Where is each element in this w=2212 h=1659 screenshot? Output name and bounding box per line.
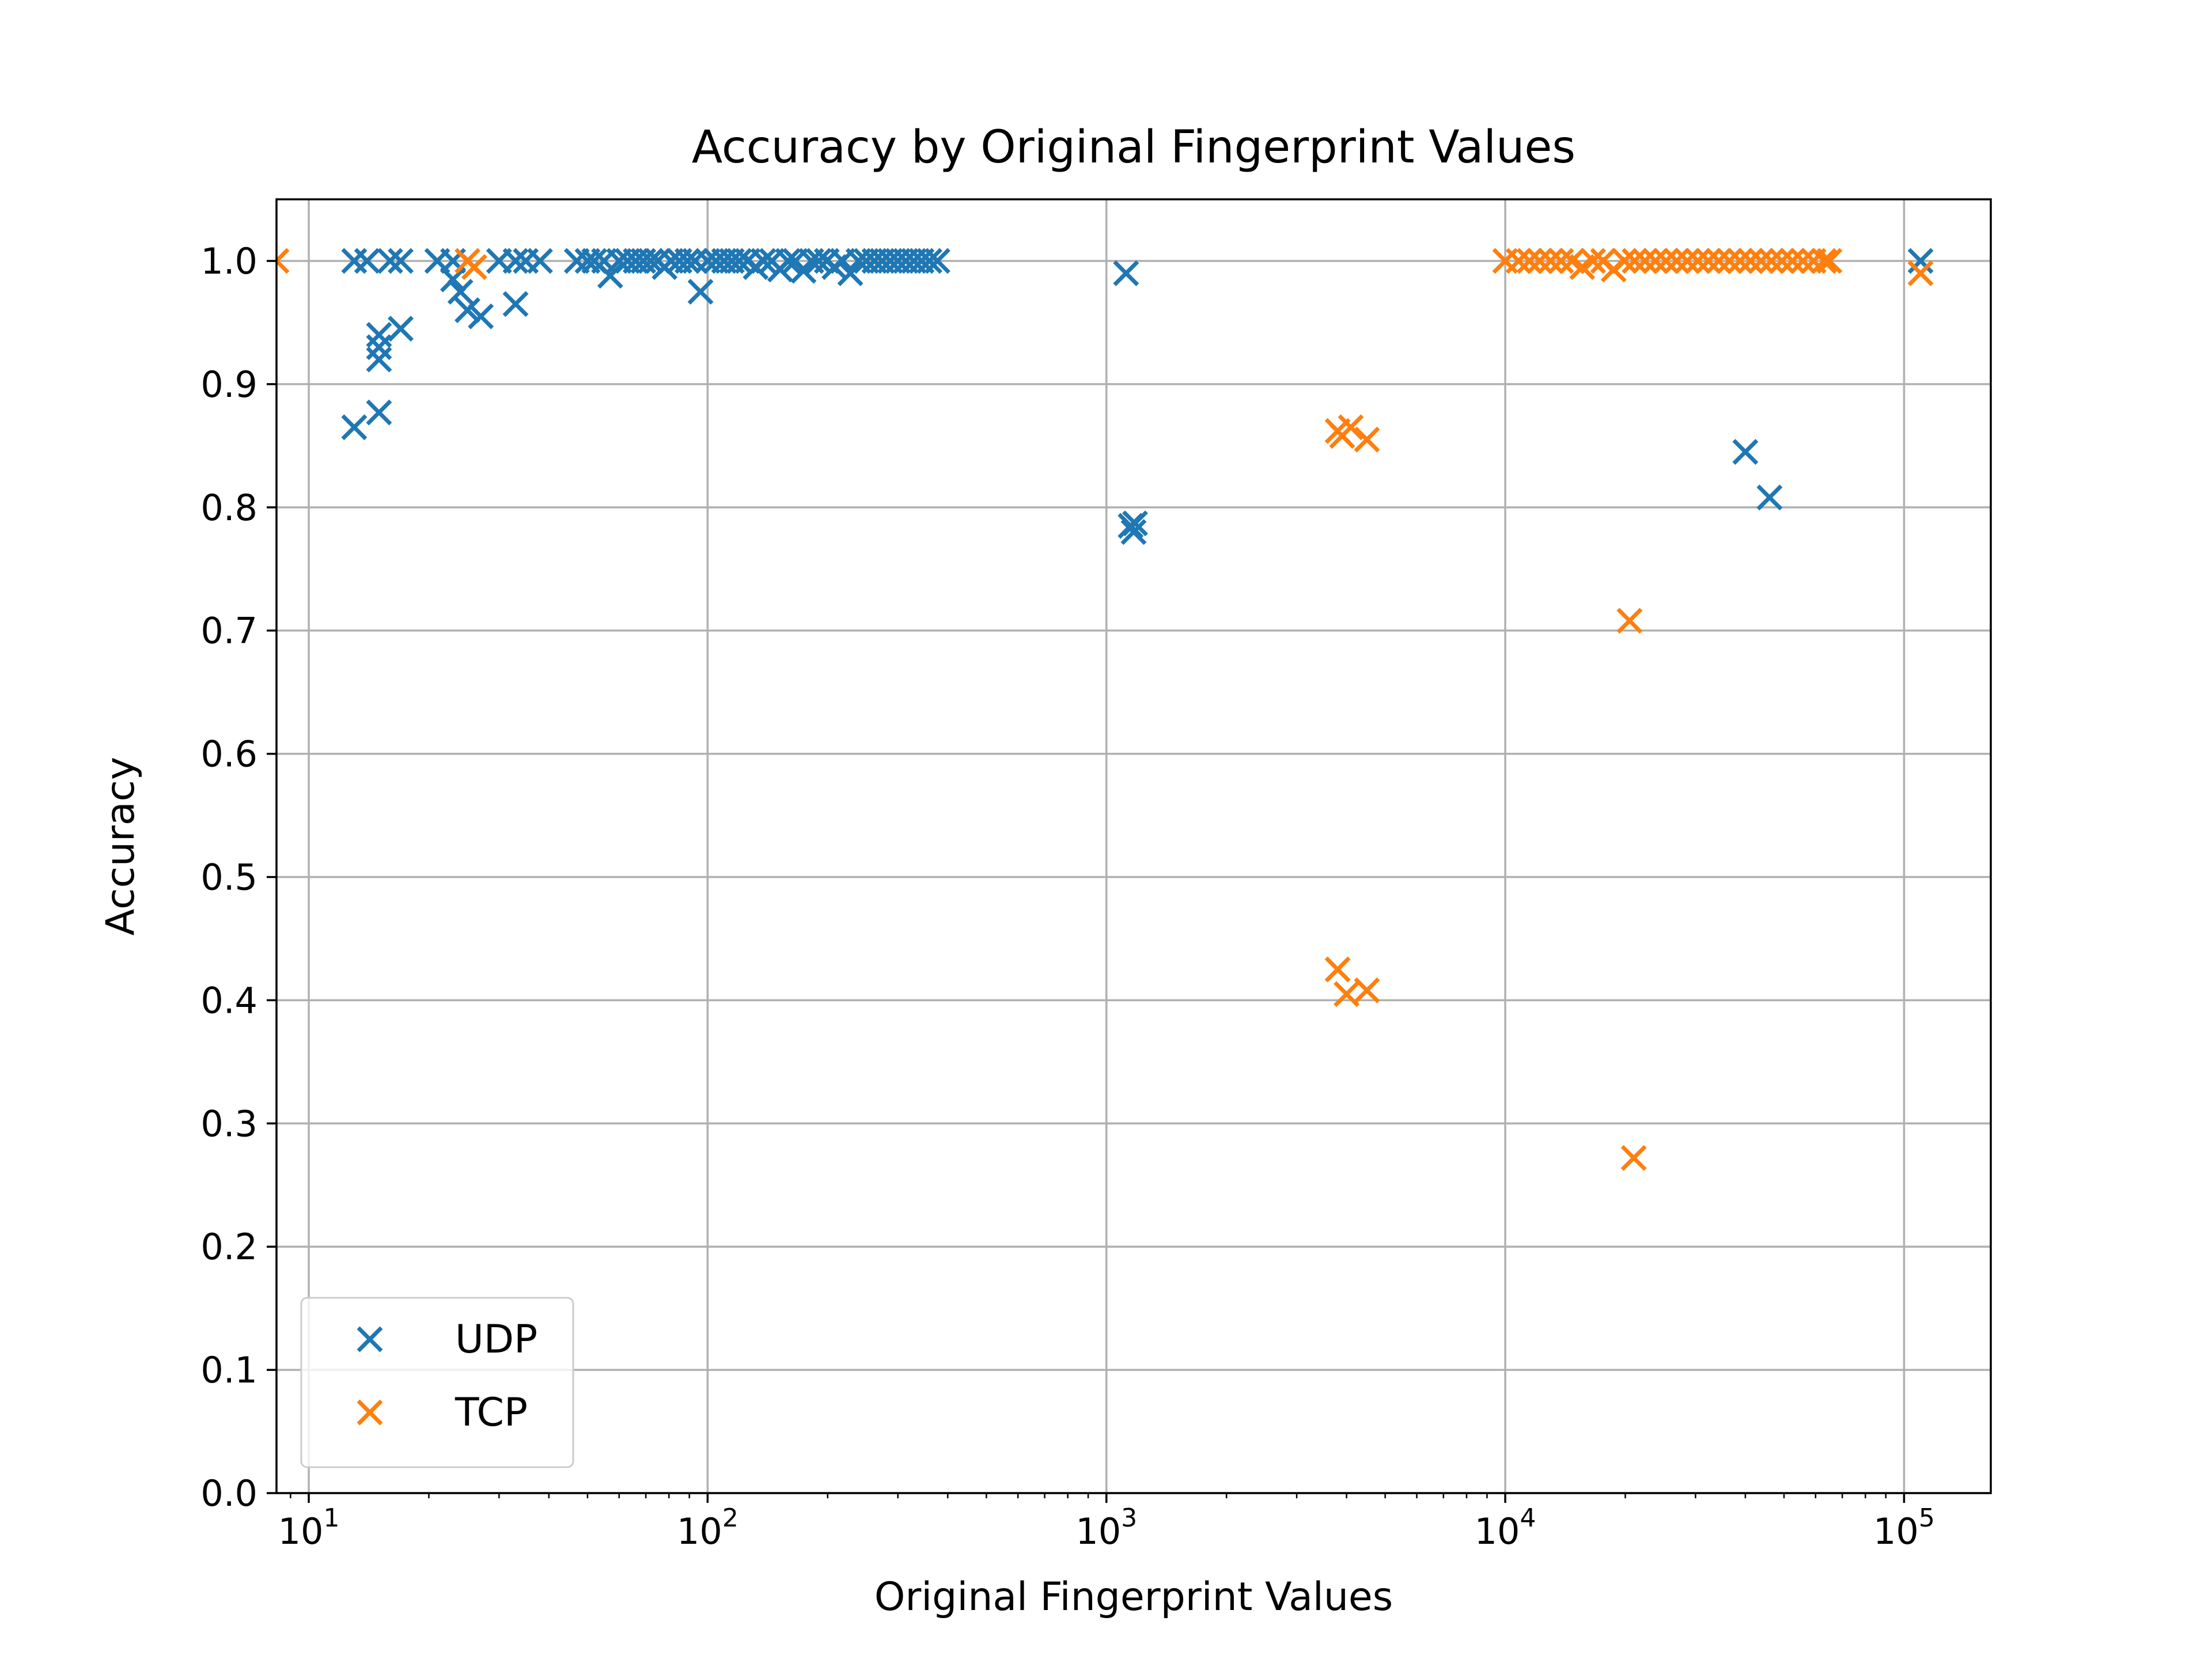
udp-point [674,248,700,274]
tcp-point [1706,248,1732,274]
tcp-point [1758,248,1785,274]
udp-point [527,248,553,274]
tcp-point [276,248,290,274]
tcp-point [1620,1145,1647,1171]
tcp-point [1748,248,1774,274]
y-tick-label: 0.1 [200,1349,257,1391]
tcp-point [1727,248,1753,274]
y-tick-label: 0.4 [200,979,257,1021]
x-tick-label: 105 [1873,1503,1935,1552]
tcp-point [1611,248,1638,274]
y-tick-label: 0.5 [200,856,257,898]
tcp-point [1684,248,1711,274]
udp-point [468,303,494,329]
y-tick-label: 1.0 [200,240,257,282]
tcp-point [1737,248,1764,274]
udp-point [726,248,752,274]
legend: UDP TCP [300,1297,574,1468]
legend-marker-tcp [357,1399,383,1426]
plot-frame [275,198,1992,1494]
tcp-point [1695,248,1722,274]
tcp-point [1354,977,1380,1003]
y-tick-label: 0.8 [200,487,257,529]
data-points [276,248,1934,1171]
x-tick-label: 102 [677,1503,738,1552]
y-tick-label: 0.7 [200,610,257,652]
y-tick-label: 0.6 [200,733,257,775]
tcp-point [1516,248,1543,274]
udp-point [924,248,950,274]
udp-point [454,297,481,323]
tcp-point [1716,248,1743,274]
y-tick-label: 0.2 [200,1226,257,1268]
udp-point [366,346,392,373]
udp-point [750,248,777,274]
y-tick-label: 0.3 [200,1103,257,1145]
tcp-point [1548,248,1574,274]
tcp-point [1653,248,1679,274]
udp-point [366,334,392,361]
udp-point [366,321,392,348]
udp-point [388,316,414,342]
udp-point [805,248,832,274]
tcp-point [1616,608,1643,634]
udp-point [775,248,801,274]
tcp-point [1505,248,1532,274]
tcp-point [1664,248,1690,274]
udp-point [1732,439,1759,465]
x-tick-label: 104 [1475,1503,1536,1552]
legend-label-udp: UDP [455,1317,537,1362]
tcp-point [1527,248,1553,274]
udp-point [502,248,529,274]
udp-point [354,248,380,274]
udp-point [1120,519,1147,546]
tcp-point [1338,414,1364,441]
x-tick-label: 101 [278,1503,340,1552]
udp-point [638,248,664,274]
y-axis-label: Accuracy [98,757,143,935]
udp-point [1113,260,1139,286]
udp-point [341,414,368,441]
udp-point [687,278,714,305]
udp-point [1122,510,1148,537]
tcp-point [1811,248,1837,274]
udp-point [388,248,414,274]
x-tick-label: 103 [1075,1503,1137,1552]
tcp-point [1324,956,1351,983]
udp-point [502,291,529,317]
tcp-point [1779,248,1806,274]
y-tick-label: 0.9 [200,363,257,406]
tcp-point [1642,248,1669,274]
udp-legend-cross [357,1326,383,1353]
legend-label-tcp: TCP [454,1390,528,1435]
y-tick-label: 0.0 [200,1472,257,1514]
tcp-point [1537,248,1564,274]
chart-title: Accuracy by Original Fingerprint Values [692,122,1575,173]
tcp-point [461,254,487,281]
udp-point [837,260,863,286]
tcp-point [1816,248,1843,274]
udp-point [1907,248,1934,274]
udp-point [377,248,403,274]
tcp-point [1768,248,1795,274]
tcp-point [1334,981,1360,1007]
tcp-point [1632,248,1658,274]
legend-marker-udp [357,1326,383,1353]
tcp-point [1622,248,1648,274]
udp-point [447,278,474,305]
udp-point [366,399,392,426]
tcp-point [1354,426,1380,453]
udp-point [916,248,943,274]
tcp-point [1580,248,1606,274]
tcp-point [1674,248,1700,274]
udp-point [1756,484,1783,511]
tcp-point [1790,248,1816,274]
x-axis-label: Original Fingerprint Values [874,1574,1393,1620]
udp-point [440,266,466,293]
tcp-point [1907,260,1934,286]
tcp-legend-cross [357,1399,383,1426]
